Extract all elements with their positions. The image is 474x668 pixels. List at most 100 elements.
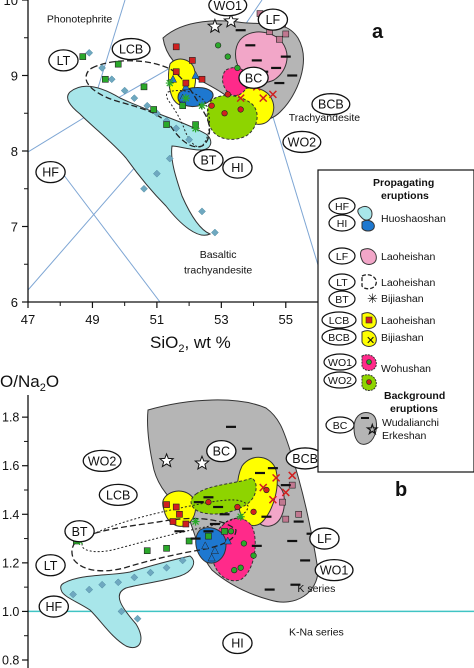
point-lcb-4 — [198, 75, 206, 83]
point-lf-3 — [295, 510, 302, 518]
point-hi-3 — [191, 70, 200, 79]
svg-text:HF: HF — [42, 166, 59, 180]
point-wo1-5 — [231, 567, 238, 574]
group-label-wo1: WO1 — [208, 0, 248, 17]
group-label-lcb: LCB — [98, 483, 138, 507]
point-hf-1 — [69, 590, 77, 599]
point-hf-5 — [130, 573, 139, 582]
point-wo1-3 — [250, 552, 257, 559]
field-label-3: Basaltic — [200, 249, 237, 261]
svg-text:BCB: BCB — [318, 98, 344, 112]
legend-key-hi: HI — [337, 218, 348, 230]
point-hf-6 — [146, 568, 155, 577]
y-tick-label-b: 1.2 — [2, 556, 19, 570]
point-lcb-5 — [189, 57, 196, 64]
x-tick-label: 51 — [150, 312, 164, 327]
point-hf-8 — [178, 556, 187, 565]
point-erkeshan-2 — [222, 12, 240, 28]
point-hf-13 — [140, 184, 148, 193]
point-hf-12 — [153, 169, 161, 178]
point-hf-10 — [133, 614, 142, 623]
y-axis-label-b: O/Na2O — [0, 372, 59, 394]
group-label-bt: BT — [193, 148, 224, 172]
panel-a: WO1 LF LCB LT BC BCB WO2 BT HI HF Phonotephrite Tr… — [4, 0, 384, 355]
legend-key-wo1: WO1 — [328, 357, 352, 369]
y-tick-label-b: 1.0 — [2, 605, 19, 619]
legend-header-background-1: Background — [384, 390, 445, 402]
point-wo2-1 — [208, 102, 215, 109]
point-lt-3 — [102, 75, 109, 83]
boundary-line — [59, 169, 161, 302]
point-bcb-2 — [272, 473, 281, 482]
point-hf-4 — [114, 578, 123, 587]
group-label-wo1: WO1 — [314, 558, 354, 582]
x-tick-label: 47 — [21, 312, 35, 327]
y-tick-label: 6 — [11, 295, 18, 310]
field-label-2: Trachyandesite — [289, 112, 361, 124]
legend-name-erkeshan: Erkeshan — [382, 430, 427, 442]
legend-row-tephra: LT BT ✳ Laoheishan Bijiashan — [328, 273, 435, 308]
y-tick-label-b: 0.8 — [2, 654, 19, 668]
point-wo1-2 — [224, 53, 231, 60]
point-hf-10 — [185, 135, 193, 144]
svg-text:BCB: BCB — [292, 452, 318, 466]
svg-text:WO2: WO2 — [88, 454, 117, 468]
group-label-hf: HF — [35, 160, 66, 184]
boundary-line — [28, 113, 91, 153]
legend-row-background: BC ☆ Wudalianchi Erkeshan — [325, 412, 439, 445]
point-hf-3 — [107, 75, 116, 84]
group-label-hf: HF — [38, 595, 70, 618]
point-lcb-5 — [176, 510, 183, 518]
point-lt-5 — [150, 106, 157, 113]
group-label-wo2: WO2 — [282, 130, 322, 154]
field-bt-dashed-a — [166, 90, 210, 148]
point-hi-4 — [207, 553, 216, 562]
field-hi-blue-b — [195, 527, 227, 564]
point-lf-4 — [282, 515, 290, 523]
point-wo2-2 — [221, 110, 228, 117]
point-wo2-1 — [205, 499, 212, 506]
point-lcb-1 — [163, 501, 170, 508]
boundary-line — [28, 149, 151, 291]
legend-marker-star: ☆ — [366, 421, 379, 437]
group-fields-a — [67, 20, 304, 236]
point-hf-6 — [143, 101, 152, 110]
point-wo1-1 — [215, 42, 222, 49]
x-tick-label: 53 — [214, 312, 228, 327]
group-label-bcb: BCB — [285, 447, 325, 470]
point-hf-9 — [172, 124, 181, 133]
svg-text:BC: BC — [213, 445, 230, 459]
point-lcb-2 — [172, 68, 180, 76]
point-hf-1 — [85, 48, 94, 57]
point-bt-2 — [191, 517, 200, 526]
group-label-lcb: LCB — [111, 37, 151, 61]
point-lf-6 — [276, 35, 283, 43]
point-wo1-1 — [227, 528, 235, 535]
point-hf-2 — [98, 64, 106, 72]
point-bcb-4 — [268, 90, 277, 99]
legend-marker-x: ✕ — [366, 335, 375, 347]
group-labels-a: WO1 LF LCB LT BC BCB WO2 BT HI HF — [35, 0, 351, 184]
group-label-lf: LF — [309, 527, 340, 550]
point-bt-4 — [198, 101, 206, 110]
legend-key-lf: LF — [336, 251, 348, 263]
point-lcb-3 — [169, 518, 177, 525]
x-tick-label: 55 — [279, 312, 293, 327]
group-label-bc: BC — [238, 66, 269, 89]
point-lcb-3 — [182, 79, 190, 87]
legend-key-wo2: WO2 — [328, 375, 352, 387]
legend-row-laoheishan-lava: LF Laoheishan — [328, 247, 435, 265]
svg-text:LCB: LCB — [106, 488, 130, 502]
svg-text:BT: BT — [200, 154, 216, 168]
ticks-a: 47 49 51 53 55 6 7 8 9 10 — [4, 0, 293, 327]
svg-text:WO1: WO1 — [320, 564, 349, 578]
field-huoshaoshan-a — [67, 85, 212, 236]
point-hi-1 — [168, 74, 178, 83]
field-lt-dashed-b — [71, 517, 237, 572]
point-lt-4 — [185, 537, 193, 545]
group-label-hi: HI — [222, 631, 253, 655]
y-tick-label-b: 1.6 — [2, 459, 19, 473]
point-hf-9 — [117, 607, 126, 616]
y-tick-label: 8 — [11, 144, 18, 159]
point-wo1-2 — [240, 540, 247, 547]
